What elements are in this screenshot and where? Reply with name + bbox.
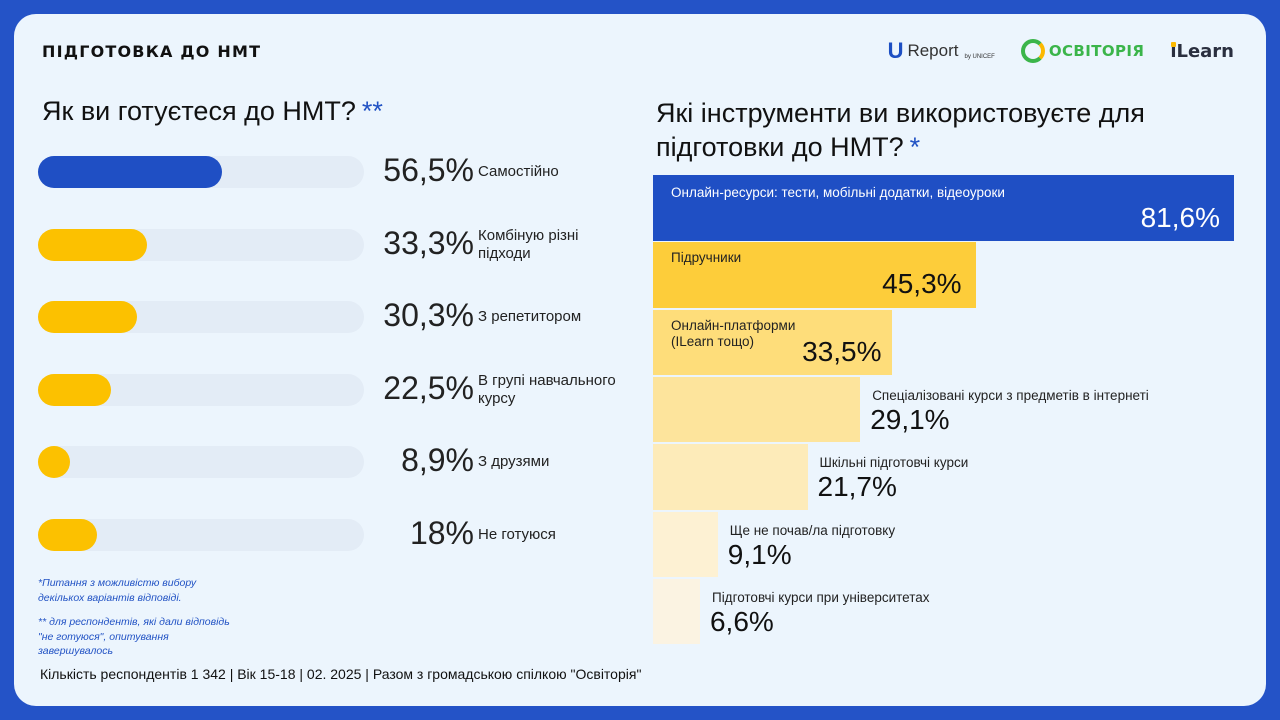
right-chart-title-mark: *: [909, 132, 921, 162]
ureport-logo-icon: U: [887, 38, 904, 63]
left-bar: [38, 373, 112, 406]
right-chart-title: Які інструменти ви використовуєте для пі…: [656, 96, 1176, 164]
right-category-label: Підручники: [671, 250, 742, 266]
left-bar-row: 56,5% Самостійно: [38, 152, 628, 188]
left-value-label: 22,5%: [383, 369, 474, 406]
left-value-label: 18%: [409, 515, 474, 551]
left-chart-title: Як ви готуєтеся до НМТ? **: [42, 96, 383, 127]
left-bar: [38, 228, 147, 261]
topic-title: ПІДГОТОВКА ДО НМТ: [42, 42, 262, 61]
left-bar: [38, 301, 137, 334]
footnote-single: *Питання з можливістю вибору декількох в…: [38, 577, 197, 604]
right-bar: [653, 444, 808, 510]
right-value-label: 45,3%: [882, 268, 962, 300]
right-bar: [653, 578, 700, 645]
right-category-label: Онлайн-ресурси: тести, мобільні додатки,…: [671, 185, 1005, 200]
right-category-label: Спеціалізовані курси з предметів в інтер…: [872, 387, 1149, 403]
right-value-label: 29,1%: [870, 403, 950, 435]
osvitoria-logo-icon: [1020, 39, 1045, 63]
left-value-label: 8,9%: [401, 442, 474, 479]
right-category-label: Підготовчі курси при університетах: [711, 589, 930, 605]
footnote-double: ** для респондентів, які дали відповідь …: [38, 616, 230, 657]
left-bar: [38, 156, 223, 188]
left-bar-row: 33,3% Комбіную різні підходи: [38, 225, 628, 262]
left-category-label: Комбіную різні підходи: [478, 226, 579, 262]
left-bar-row: 8,9% З друзями: [38, 442, 628, 479]
infographic-card: ПІДГОТОВКА ДО НМТ U Report by UNICEF ОСВ…: [14, 14, 1266, 706]
right-category-label: Шкільні підготовчі курси: [819, 455, 969, 471]
ureport-logo-sub: by UNICEF: [964, 54, 995, 60]
left-category-label: Не готуюся: [478, 526, 556, 543]
ilearn-logo-text: iLearn: [1170, 41, 1234, 62]
ilearn-logo: iLearn: [1170, 41, 1234, 62]
footnotes: *Питання з можливістю вибору декількох в…: [38, 576, 238, 669]
right-bar-chart: Онлайн-ресурси: тести, мобільні додатки,…: [653, 175, 1234, 645]
right-bar: [653, 511, 718, 577]
right-bar: [653, 309, 892, 376]
left-value-label: 56,5%: [383, 152, 474, 188]
left-bar-row: 22,5% В групі навчального курсу: [38, 370, 628, 407]
left-category-label: В групі навчального курсу: [478, 371, 616, 407]
left-value-label: 30,3%: [383, 297, 474, 334]
left-bar: [38, 446, 70, 479]
left-chart-title-mark: **: [361, 96, 383, 126]
left-value-label: 33,3%: [383, 224, 474, 261]
left-category-label: З репетитором: [478, 308, 582, 326]
right-bar: [653, 175, 1234, 241]
right-category-label: Ще не почав/ла підготовку: [729, 522, 896, 538]
right-chart-title-text: Які інструменти ви використовуєте для пі…: [656, 98, 1145, 162]
right-value-label: 21,7%: [817, 471, 897, 503]
left-chart-title-text: Як ви готуєтеся до НМТ?: [42, 96, 356, 126]
right-value-label: 9,1%: [727, 538, 792, 570]
right-bar: [653, 242, 976, 308]
footer-info: Кількість респондентів 1 342 | Вік 15-18…: [40, 666, 642, 682]
right-bar: [653, 376, 861, 443]
ilearn-logo-icon: [1171, 41, 1177, 47]
right-value-label: 6,6%: [709, 605, 774, 637]
partner-logos: U Report by UNICEF ОСВІТОРІЯ iLearn: [888, 38, 1234, 64]
left-bar-track: [38, 446, 364, 479]
left-bar: [38, 519, 97, 551]
left-bar-row: 30,3% З репетитором: [38, 297, 628, 334]
osvitoria-logo-text: ОСВІТОРІЯ: [1048, 42, 1145, 60]
ureport-logo-text: Report: [907, 41, 959, 60]
left-bar-row: 18% Не готуюся: [38, 515, 628, 551]
right-category-label: Онлайн-платформи (ILearn тощо): [671, 317, 796, 349]
right-value-label: 81,6%: [1140, 202, 1220, 233]
left-category-label: З друзями: [478, 453, 550, 471]
left-category-label: Самостійно: [478, 163, 559, 180]
ilearn-logo-label: iLearn: [1170, 40, 1234, 62]
right-value-label: 33,5%: [802, 335, 882, 367]
osvitoria-logo: ОСВІТОРІЯ: [1020, 39, 1145, 63]
ureport-logo: U Report by UNICEF: [888, 38, 995, 64]
